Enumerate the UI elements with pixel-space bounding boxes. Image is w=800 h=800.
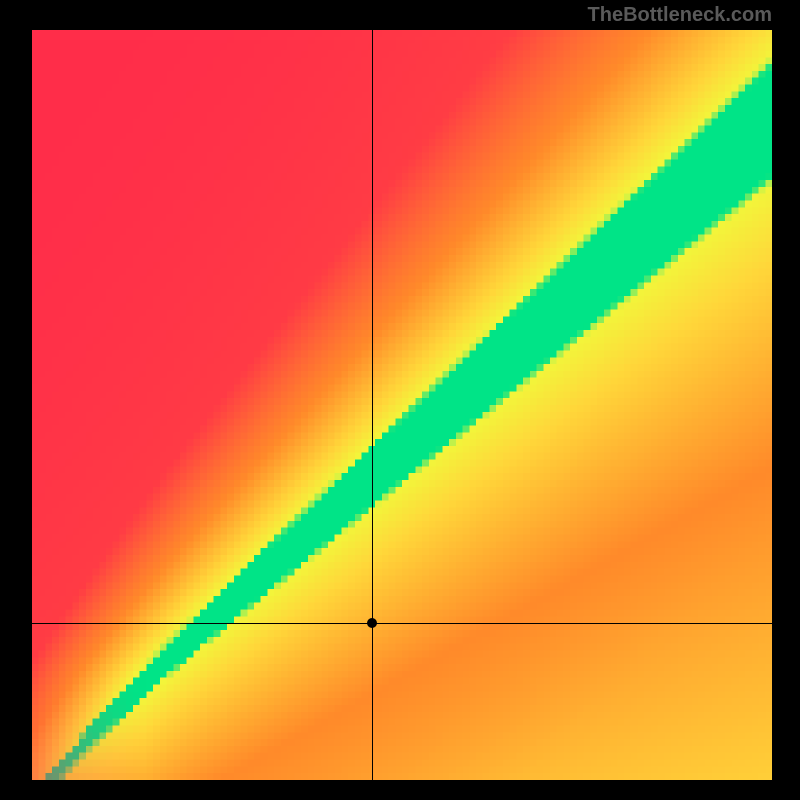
crosshair-vertical: [372, 30, 373, 780]
crosshair-horizontal: [32, 623, 772, 624]
heatmap-plot-area: [32, 30, 772, 780]
heatmap-canvas: [32, 30, 772, 780]
chart-root: { "watermark": { "text": "TheBottleneck.…: [0, 0, 800, 800]
watermark-text: TheBottleneck.com: [588, 4, 772, 27]
crosshair-marker: [367, 618, 377, 628]
